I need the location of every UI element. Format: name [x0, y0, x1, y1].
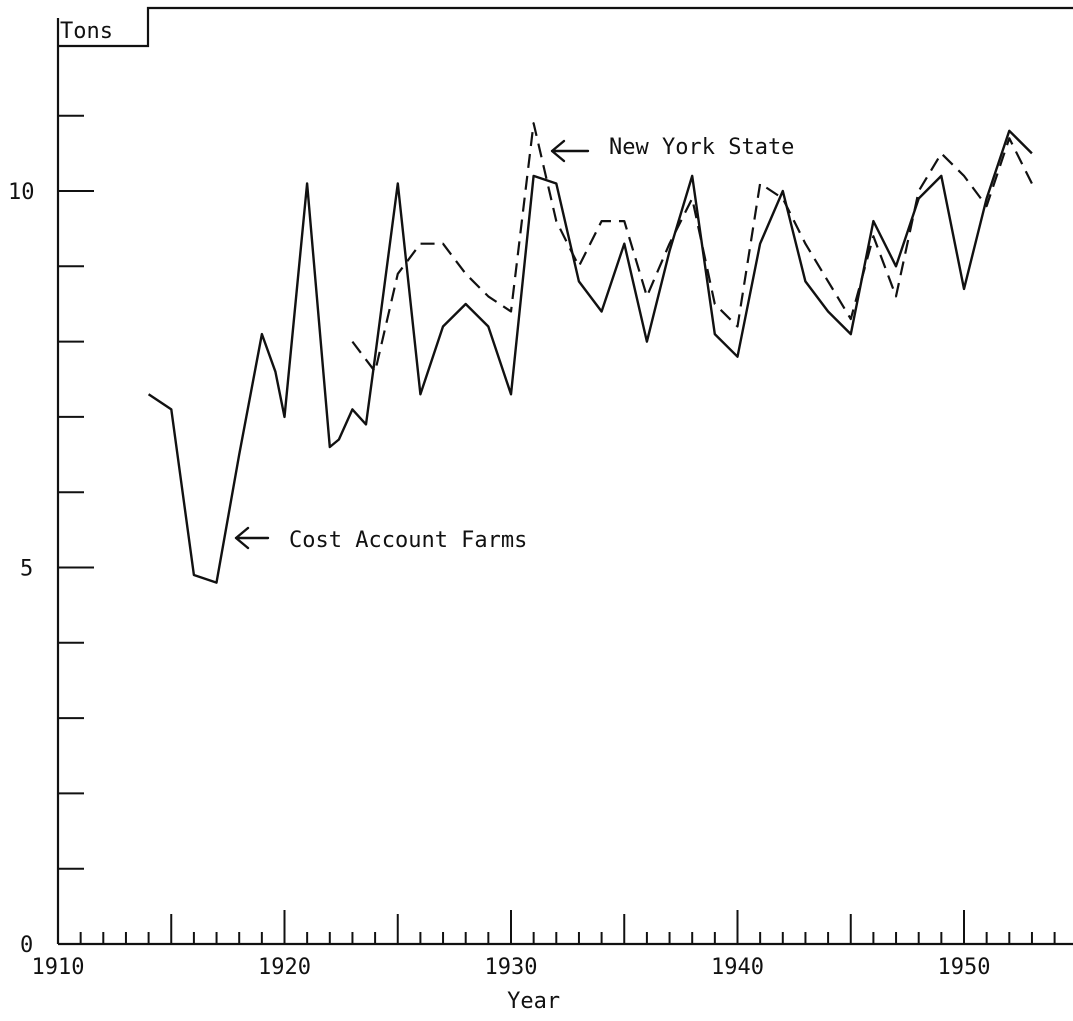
x-tick-label: 1940	[711, 955, 764, 980]
y-axis-title: Tons	[60, 19, 113, 44]
axes	[56, 6, 1073, 946]
tick-labels: Tons 0 5 10 1910 1920 1930 1940 1950 Year	[8, 19, 990, 1014]
annotation-cost-account-farms: Cost Account Farms	[289, 528, 527, 553]
series-new-york-state	[351, 122, 1033, 373]
arrow-cost-account-farms	[234, 526, 270, 550]
x-tick-label: 1920	[258, 955, 311, 980]
top-border-line	[58, 6, 1073, 48]
x-axis-title: Year	[507, 989, 560, 1014]
x-tick-label: 1950	[938, 955, 991, 980]
y-tick-label: 0	[20, 933, 33, 958]
ticks	[58, 114, 1056, 944]
annotation-new-york-state: New York State	[609, 135, 794, 160]
annotations: Cost Account Farms New York State	[234, 135, 794, 553]
y-tick-label: 10	[8, 180, 35, 205]
x-tick-label: 1910	[32, 955, 85, 980]
series-cost-account-farms	[147, 129, 1033, 584]
series-lines	[147, 122, 1033, 584]
y-tick-label: 5	[20, 557, 33, 582]
arrow-new-york-state	[550, 139, 590, 163]
x-tick-label: 1930	[485, 955, 538, 980]
